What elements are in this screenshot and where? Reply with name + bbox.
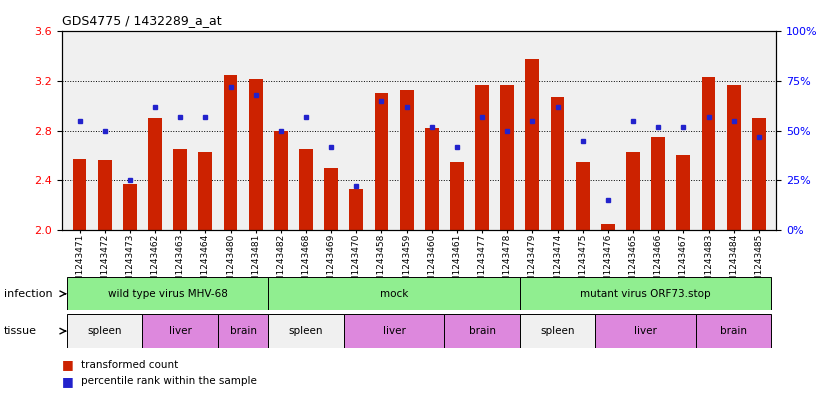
Bar <box>374 94 388 230</box>
Text: liver: liver <box>382 326 406 336</box>
Bar <box>444 314 520 348</box>
Text: liver: liver <box>169 326 192 336</box>
Bar <box>727 85 741 230</box>
Text: mutant virus ORF73.stop: mutant virus ORF73.stop <box>581 289 711 299</box>
Text: spleen: spleen <box>289 326 323 336</box>
Text: liver: liver <box>634 326 657 336</box>
Bar <box>676 156 691 230</box>
Bar <box>525 59 539 230</box>
Text: transformed count: transformed count <box>81 360 178 370</box>
Bar <box>67 314 142 348</box>
Bar <box>73 159 87 230</box>
Bar <box>268 277 520 310</box>
Text: tissue: tissue <box>4 326 37 336</box>
Bar <box>325 168 338 230</box>
Bar <box>142 314 218 348</box>
Bar <box>551 97 564 230</box>
Text: GDS4775 / 1432289_a_at: GDS4775 / 1432289_a_at <box>62 14 221 27</box>
Bar <box>596 314 696 348</box>
Bar <box>520 314 596 348</box>
Bar <box>344 314 444 348</box>
Text: ■: ■ <box>62 375 74 388</box>
Text: spleen: spleen <box>88 326 122 336</box>
Text: brain: brain <box>230 326 257 336</box>
Bar <box>400 90 414 230</box>
Text: brain: brain <box>720 326 748 336</box>
Bar <box>601 224 615 230</box>
Bar <box>696 314 771 348</box>
Bar <box>425 128 439 230</box>
Bar <box>97 160 112 230</box>
Text: spleen: spleen <box>540 326 575 336</box>
Text: infection: infection <box>4 289 53 299</box>
Bar <box>268 314 344 348</box>
Bar <box>198 152 212 230</box>
Text: wild type virus MHV-68: wild type virus MHV-68 <box>107 289 227 299</box>
Bar <box>123 184 137 230</box>
Bar <box>626 152 640 230</box>
Text: mock: mock <box>380 289 408 299</box>
Bar <box>475 85 489 230</box>
Bar <box>67 277 268 310</box>
Text: ■: ■ <box>62 358 74 371</box>
Bar <box>173 149 188 230</box>
Bar <box>520 277 771 310</box>
Bar <box>349 189 363 230</box>
Bar <box>450 162 464 230</box>
Text: brain: brain <box>468 326 496 336</box>
Bar <box>218 314 268 348</box>
Bar <box>224 75 237 230</box>
Bar <box>274 130 287 230</box>
Bar <box>701 77 715 230</box>
Bar <box>299 149 313 230</box>
Bar <box>148 118 162 230</box>
Bar <box>752 118 766 230</box>
Text: percentile rank within the sample: percentile rank within the sample <box>81 376 257 386</box>
Bar <box>249 79 263 230</box>
Bar <box>651 137 665 230</box>
Bar <box>576 162 590 230</box>
Bar <box>501 85 514 230</box>
